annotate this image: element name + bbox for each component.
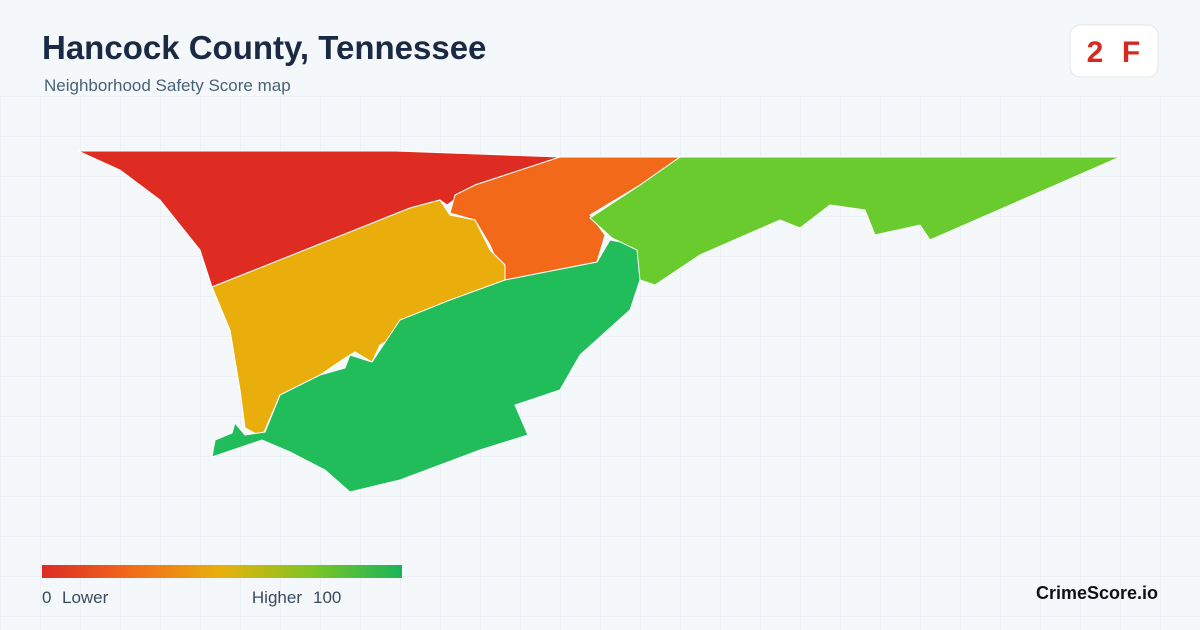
- score-value: 2: [1087, 36, 1104, 69]
- subtitle: Neighborhood Safety Score map: [44, 76, 291, 95]
- brand: CrimeScore.io: [1036, 583, 1158, 603]
- legend-max: 100: [313, 588, 341, 607]
- legend-max-label: Higher: [252, 588, 302, 607]
- region: [589, 156, 1121, 286]
- region: [211, 199, 506, 438]
- title: Hancock County, Tennessee: [42, 29, 486, 66]
- legend-min: 0: [42, 588, 51, 607]
- score-grade: F: [1122, 36, 1140, 69]
- map: [77, 150, 1121, 493]
- score-badge: [1069, 24, 1159, 78]
- legend-gradient: [42, 565, 402, 578]
- region: [211, 239, 641, 493]
- legend-min-label: Lower: [62, 588, 109, 607]
